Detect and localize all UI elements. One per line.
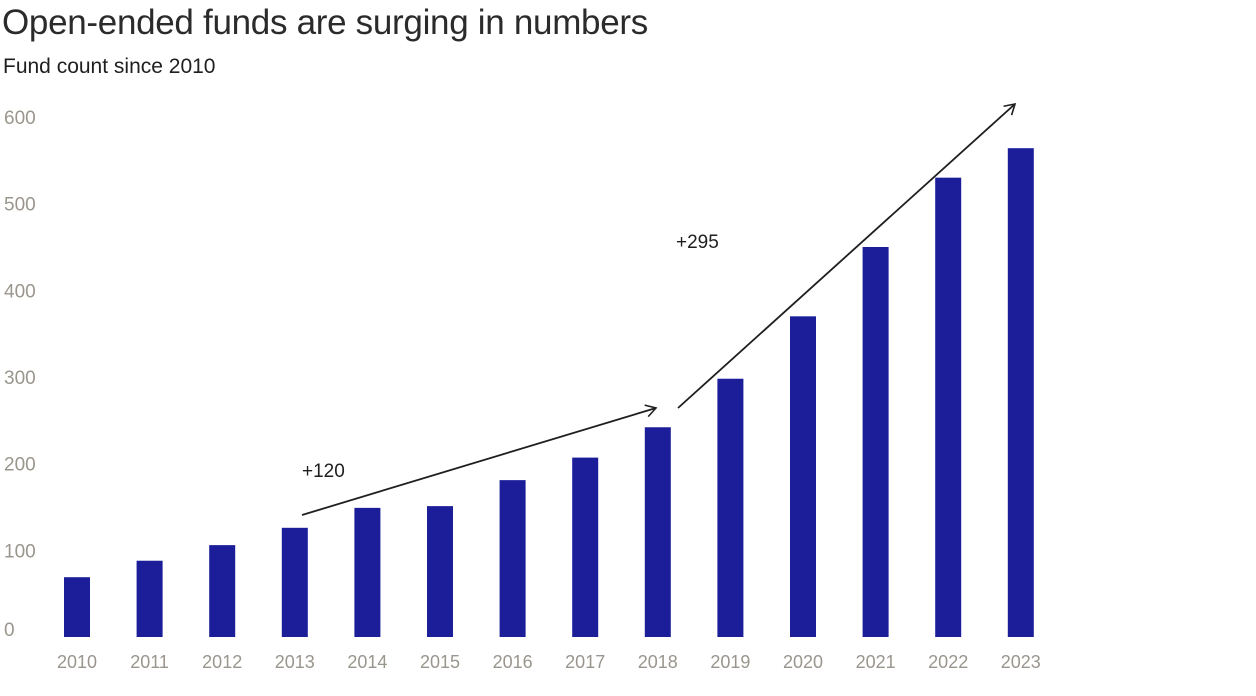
x-tick-label: 2018 bbox=[638, 652, 678, 672]
y-tick-label: 200 bbox=[4, 455, 36, 476]
x-tick-label: 2023 bbox=[1001, 652, 1041, 672]
bar-2010 bbox=[64, 577, 90, 637]
x-tick-label: 2011 bbox=[130, 652, 169, 672]
bar-2013 bbox=[281, 527, 308, 637]
y-tick-label: 600 bbox=[4, 108, 36, 129]
chart-title: Open-ended funds are surging in numbers bbox=[2, 3, 648, 42]
x-tick-label: 2014 bbox=[347, 652, 387, 672]
bar-2017 bbox=[572, 457, 599, 637]
x-tick-label: 2010 bbox=[57, 652, 97, 672]
x-tick-label: 2017 bbox=[565, 652, 605, 672]
x-axis-ticks: 2010 2011 2012 2013 2014 2015 2016 2017 2018 2019… bbox=[57, 652, 1041, 672]
y-axis-ticks: 0 100 200 300 400 500 600 bbox=[4, 108, 36, 641]
bar-2018 bbox=[644, 427, 671, 637]
x-tick-label: 2013 bbox=[275, 652, 315, 672]
x-tick-label: 2016 bbox=[493, 652, 533, 672]
y-tick-label: 400 bbox=[4, 281, 36, 302]
trend-label: +295 bbox=[676, 232, 719, 253]
trend-arrow bbox=[301, 404, 658, 516]
y-tick-label: 0 bbox=[4, 620, 15, 641]
bar-2019 bbox=[717, 378, 744, 637]
bar-2015 bbox=[427, 506, 453, 637]
bars bbox=[64, 148, 1034, 637]
chart-subtitle: Fund count since 2010 bbox=[3, 55, 216, 78]
bar-2022 bbox=[935, 177, 962, 637]
x-tick-label: 2015 bbox=[420, 652, 460, 672]
x-tick-label: 2012 bbox=[202, 652, 242, 672]
y-tick-label: 500 bbox=[4, 195, 36, 216]
trend-annotations: +120 +295 bbox=[301, 102, 1017, 516]
x-tick-label: 2021 bbox=[856, 652, 896, 672]
bar-2023 bbox=[1007, 148, 1034, 637]
bar-2012 bbox=[209, 545, 236, 637]
bar-2016 bbox=[499, 480, 526, 637]
x-tick-label: 2019 bbox=[710, 652, 750, 672]
trend-label: +120 bbox=[302, 461, 345, 482]
x-tick-label: 2022 bbox=[928, 652, 968, 672]
bar-2021 bbox=[862, 247, 889, 637]
trend-arrow bbox=[677, 102, 1017, 409]
bar-2020 bbox=[790, 316, 816, 637]
y-tick-label: 100 bbox=[4, 541, 36, 562]
x-tick-label: 2020 bbox=[783, 652, 823, 672]
bar-2014 bbox=[354, 507, 381, 637]
y-tick-label: 300 bbox=[4, 368, 36, 389]
bar-2011 bbox=[136, 560, 163, 637]
